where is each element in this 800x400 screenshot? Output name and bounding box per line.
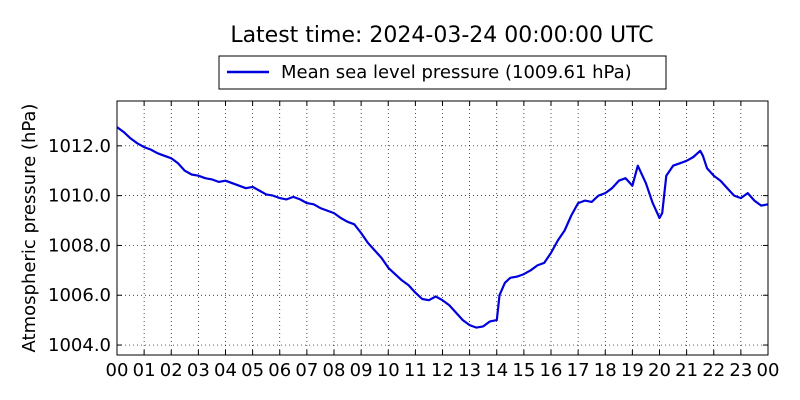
x-tick-label: 23 — [729, 360, 752, 381]
axes-frame — [117, 101, 768, 355]
x-tick-label: 19 — [621, 360, 644, 381]
chart-title: Latest time: 2024-03-24 00:00:00 UTC — [230, 23, 653, 48]
x-tick-label: 08 — [323, 360, 346, 381]
x-tick-label: 20 — [648, 360, 671, 381]
x-tick-label: 22 — [702, 360, 725, 381]
grid — [117, 101, 768, 355]
x-tick-label: 01 — [133, 360, 156, 381]
x-tick-label: 18 — [594, 360, 617, 381]
x-tick-label: 00 — [757, 360, 780, 381]
x-tick-label: 16 — [540, 360, 563, 381]
y-tick-label: 1008.0 — [48, 235, 111, 256]
legend-label: Mean sea level pressure (1009.61 hPa) — [281, 62, 632, 83]
y-tick-label: 1004.0 — [48, 335, 111, 356]
x-tick-label: 09 — [350, 360, 373, 381]
x-tick-label: 07 — [295, 360, 318, 381]
x-tick-label: 11 — [404, 360, 427, 381]
legend: Mean sea level pressure (1009.61 hPa) — [219, 56, 666, 89]
x-tick-label: 04 — [214, 360, 237, 381]
y-tick-label: 1012.0 — [48, 136, 111, 157]
x-tick-label: 10 — [377, 360, 400, 381]
x-tick-label: 17 — [567, 360, 590, 381]
x-tick-label: 15 — [512, 360, 535, 381]
x-tick-label: 02 — [160, 360, 183, 381]
x-tick-label: 00 — [106, 360, 129, 381]
axes — [117, 101, 768, 355]
x-tick-label: 12 — [431, 360, 454, 381]
x-tick-label: 14 — [485, 360, 508, 381]
x-tick-label: 06 — [268, 360, 291, 381]
x-tick-label: 13 — [458, 360, 481, 381]
x-tick-label: 03 — [187, 360, 210, 381]
y-tick-label: 1006.0 — [48, 285, 111, 306]
y-axis-label: Atmospheric pressure (hPa) — [19, 104, 40, 353]
x-tick-label: 21 — [675, 360, 698, 381]
x-tick-label: 05 — [241, 360, 264, 381]
y-tick-label: 1010.0 — [48, 186, 111, 207]
